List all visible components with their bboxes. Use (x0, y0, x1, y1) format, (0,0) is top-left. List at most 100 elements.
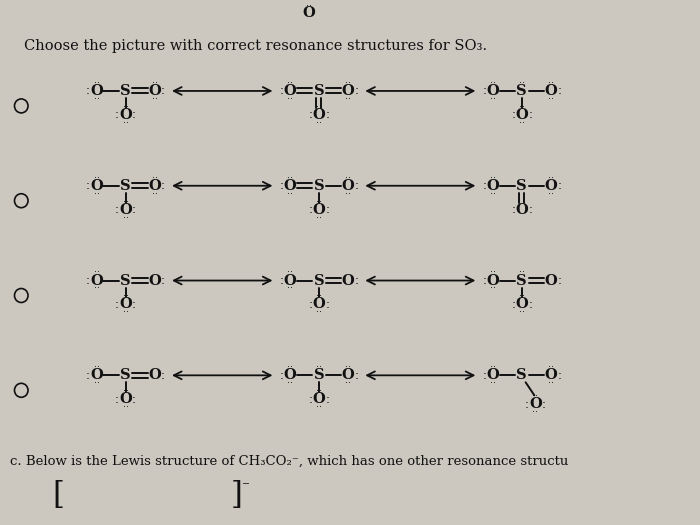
Text: S: S (314, 178, 324, 193)
Text: :: : (542, 398, 546, 411)
Text: ··: ·· (287, 379, 293, 388)
Text: ··: ·· (287, 188, 293, 199)
Text: ··: ·· (94, 188, 99, 199)
Text: O: O (486, 84, 499, 98)
Text: S: S (517, 274, 527, 288)
Text: S: S (120, 84, 131, 98)
Text: ··: ·· (316, 197, 322, 207)
Text: S: S (517, 84, 527, 98)
Text: O: O (515, 108, 528, 122)
Text: O: O (312, 203, 326, 217)
Text: :: : (161, 179, 165, 192)
Text: ··: ·· (152, 94, 158, 104)
Text: ··: ·· (122, 197, 129, 207)
Text: :: : (86, 274, 90, 287)
Text: :: : (557, 85, 561, 98)
Text: c. Below is the Lewis structure of CH₃CO₂⁻, which has one other resonance struct: c. Below is the Lewis structure of CH₃CO… (10, 455, 568, 468)
Text: O: O (284, 369, 296, 382)
Text: :: : (115, 298, 119, 311)
Text: [: [ (52, 479, 64, 511)
Text: ··: ·· (122, 402, 129, 412)
Text: O: O (342, 274, 354, 288)
Text: :: : (482, 274, 486, 287)
Text: ··: ·· (94, 379, 99, 388)
Text: :: : (132, 393, 136, 406)
Text: :: : (86, 369, 90, 382)
Text: ··: ·· (122, 386, 129, 396)
Text: ··: ·· (519, 78, 525, 88)
Text: :: : (86, 85, 90, 98)
Text: ··: ·· (532, 391, 538, 401)
Text: :: : (557, 369, 561, 382)
Text: O: O (545, 178, 557, 193)
Text: ··: ·· (316, 386, 322, 396)
Text: ··: ·· (532, 407, 538, 417)
Text: :: : (528, 298, 532, 311)
Text: ··: ·· (316, 362, 322, 372)
Text: ··: ·· (152, 188, 158, 199)
Text: ··: ·· (548, 379, 554, 388)
Text: :: : (354, 274, 358, 287)
Text: O: O (545, 369, 557, 382)
Text: O: O (545, 274, 557, 288)
Text: ··: ·· (287, 94, 293, 104)
Text: ··: ·· (548, 188, 554, 199)
Text: ··: ·· (345, 94, 351, 104)
Text: :: : (326, 393, 330, 406)
Text: :: : (309, 393, 312, 406)
Text: :: : (528, 203, 532, 216)
Text: O: O (148, 369, 161, 382)
Text: O: O (90, 84, 103, 98)
Text: O: O (148, 274, 161, 288)
Text: O: O (342, 369, 354, 382)
Text: O: O (303, 6, 316, 20)
Text: O: O (529, 397, 542, 411)
Text: :: : (279, 179, 284, 192)
Text: Choose the picture with correct resonance structures for SO₃.: Choose the picture with correct resonanc… (25, 39, 487, 53)
Text: :: : (161, 85, 165, 98)
Text: O: O (312, 392, 326, 406)
Text: O: O (90, 369, 103, 382)
Text: ··: ·· (519, 268, 525, 278)
Text: ··: ·· (548, 78, 554, 88)
Text: :: : (525, 398, 528, 411)
Text: :: : (279, 369, 284, 382)
Text: ··: ·· (490, 188, 496, 199)
Text: ··: ·· (316, 308, 322, 318)
Text: :: : (326, 108, 330, 121)
Text: ··: ·· (94, 268, 99, 278)
Text: :: : (557, 274, 561, 287)
Text: O: O (284, 274, 296, 288)
Text: ··: ·· (287, 362, 293, 372)
Text: ··: ·· (94, 78, 99, 88)
Text: O: O (342, 178, 354, 193)
Text: :: : (132, 203, 136, 216)
Text: S: S (120, 369, 131, 382)
Text: :: : (309, 203, 312, 216)
Text: ··: ·· (94, 173, 99, 183)
Text: ··: ·· (316, 213, 322, 223)
Text: ··: ·· (490, 268, 496, 278)
Text: ··: ·· (94, 284, 99, 293)
Text: ··: ·· (490, 78, 496, 88)
Text: :: : (132, 298, 136, 311)
Text: :: : (557, 179, 561, 192)
Text: ··: ·· (287, 78, 293, 88)
Text: ··: ·· (345, 173, 351, 183)
Text: O: O (119, 203, 132, 217)
Text: ··: ·· (122, 308, 129, 318)
Text: O: O (284, 178, 296, 193)
Text: S: S (314, 84, 324, 98)
Text: O: O (119, 392, 132, 406)
Text: ··: ·· (316, 118, 322, 128)
Text: ··: ·· (316, 102, 322, 112)
Text: O: O (119, 298, 132, 311)
Text: O: O (312, 108, 326, 122)
Text: ··: ·· (490, 94, 496, 104)
Text: :: : (279, 85, 284, 98)
Text: :: : (511, 203, 515, 216)
Text: O: O (148, 84, 161, 98)
Text: ··: ·· (287, 268, 293, 278)
Text: ··: ·· (345, 362, 351, 372)
Text: :: : (354, 179, 358, 192)
